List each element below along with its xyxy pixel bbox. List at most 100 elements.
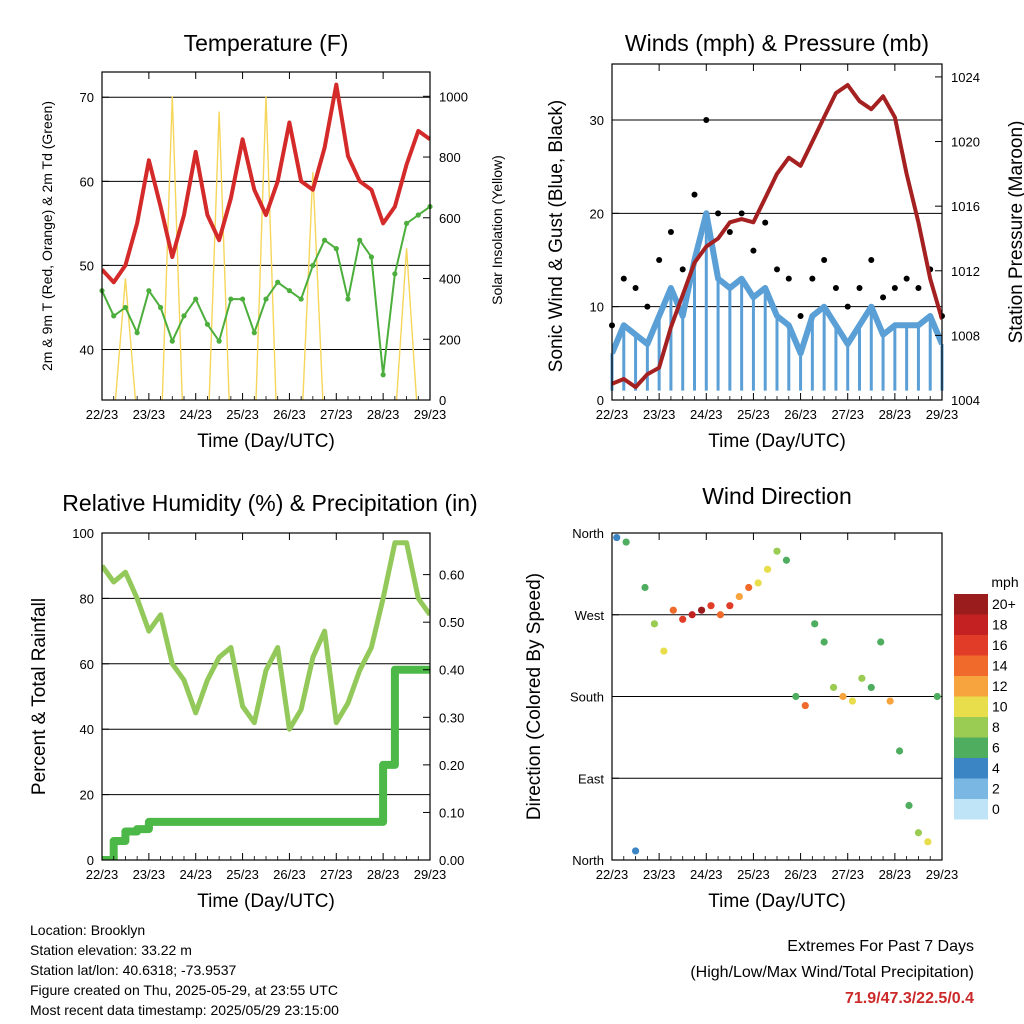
legend-label: 18 [992, 617, 1008, 633]
winds-xtick-label: 28/23 [879, 407, 912, 422]
humidity-ytick-label: 60 [80, 657, 94, 672]
direction-xtick-label: 27/23 [831, 867, 864, 882]
direction-point [792, 692, 800, 701]
humidity-xlabel: Time (Day/UTC) [197, 891, 335, 912]
gust-point [679, 266, 686, 273]
station-latlon: Station lat/lon: 40.6318; -73.9537 [30, 962, 237, 978]
direction-point [858, 674, 866, 682]
humidity-xtick-label: 29/23 [414, 867, 447, 882]
gust-point [620, 275, 627, 282]
direction-point [613, 533, 621, 542]
winds-title: Winds (mph) & Pressure (mb) [625, 30, 929, 56]
direction-ytick-label: East [578, 771, 604, 786]
solar-spike [255, 96, 277, 400]
winds-xtick-label: 29/23 [926, 407, 959, 422]
temperature-xtick-label: 29/23 [414, 407, 447, 422]
direction-point [650, 620, 659, 628]
legend-label: 10 [992, 699, 1008, 715]
winds-ytick-right-label: 1004 [951, 393, 980, 408]
legend-label: 0 [992, 801, 1000, 817]
gust-point [891, 285, 898, 291]
temperature-ytick-label: 70 [80, 90, 94, 105]
gust-point [750, 247, 757, 254]
direction-point [622, 538, 630, 546]
direction-point [707, 602, 715, 610]
gust-point [762, 219, 769, 226]
humidity-ylabel-left: Percent & Total Rainfall [29, 598, 50, 795]
temperature-xtick-label: 24/23 [179, 407, 212, 422]
gust-point [880, 294, 887, 301]
temperature-title: Temperature (F) [184, 30, 349, 56]
direction-point [811, 620, 819, 628]
legend-label: 6 [992, 740, 1000, 756]
winds-ytick-label: 30 [590, 113, 604, 128]
direction-point [641, 583, 649, 592]
direction-point [669, 606, 677, 614]
humidity-xtick-label: 24/23 [179, 867, 212, 882]
extremes-title: Extremes For Past 7 Days [787, 938, 974, 955]
legend-label: 12 [992, 678, 1008, 694]
winds-ytick-right-label: 1012 [951, 264, 980, 279]
direction-xtick-label: 24/23 [690, 867, 723, 882]
winds-xlabel: Time (Day/UTC) [708, 431, 846, 452]
gust-point [774, 266, 780, 273]
direction-panel: 22/23 23/23 24/23 25/23 26/23 27/23 28/23 29/23… [524, 483, 1019, 912]
legend-swatch [954, 594, 988, 615]
direction-ytick-label: South [570, 690, 604, 705]
humidity-xtick-label: 23/23 [133, 867, 166, 882]
station-location: Location: Brooklyn [30, 922, 146, 938]
temperature-xtick-label: 23/23 [133, 407, 166, 422]
direction-ytick-label: West [575, 608, 605, 623]
direction-point [754, 579, 762, 587]
direction-xtick-label: 22/23 [596, 867, 629, 882]
direction-point [697, 606, 706, 614]
direction-point [679, 615, 687, 623]
humidity-ytick-label: 40 [80, 722, 94, 737]
winds-xtick-label: 24/23 [690, 407, 723, 422]
direction-point [745, 583, 753, 592]
legend-label: 20+ [992, 596, 1016, 612]
direction-ytick-label: North [572, 853, 604, 868]
direction-point [848, 697, 857, 705]
temperature-ytick-right-label: 400 [439, 272, 461, 287]
gust-point [715, 210, 722, 217]
humidity-ytick-right-label: 0.20 [439, 758, 464, 773]
temperature-ytick-right-label: 1000 [439, 89, 468, 104]
humidity-ytick-label: 20 [80, 788, 94, 803]
humidity-xtick-label: 27/23 [320, 867, 353, 882]
winds-ytick-right-label: 1024 [951, 70, 980, 85]
direction-point [726, 602, 734, 610]
temperature-ylabel-right: Solar Insolation (Yellow) [489, 155, 505, 305]
direction-ylabel-left: Direction (Colored By Speed) [524, 573, 545, 820]
temperature-xtick-label: 25/23 [226, 407, 259, 422]
gust-point [844, 303, 851, 310]
direction-point [631, 847, 640, 855]
humidity-xtick-label: 28/23 [367, 867, 400, 882]
direction-point [829, 683, 838, 692]
legend-label: 14 [992, 658, 1008, 674]
winds-xtick-label: 27/23 [831, 407, 864, 422]
humidity-ytick-label: 80 [80, 591, 94, 606]
winds-ytick-label: 0 [597, 393, 604, 408]
temperature-xlabel: Time (Day/UTC) [197, 431, 335, 452]
gust-point [785, 275, 792, 282]
direction-point [886, 697, 894, 705]
winds-panel: 22/23 23/23 24/23 25/23 26/23 27/23 28/23 29/23… [546, 30, 1024, 452]
temperature-ytick-right-label: 600 [439, 211, 461, 226]
temperature-ylabel-left: 2m & 9m T (Red, Orange) & 2m Td (Green) [39, 101, 55, 371]
temperature-ytick-right-label: 200 [439, 332, 461, 347]
direction-point [877, 638, 885, 646]
humidity-ytick-label: 100 [72, 526, 94, 541]
humidity-ytick-right-label: 0.10 [439, 805, 464, 820]
direction-xtick-label: 25/23 [737, 867, 770, 882]
humidity-ytick-right-label: 0.00 [439, 853, 464, 868]
legend-swatch [954, 737, 988, 758]
humidity-ytick-right-label: 0.60 [439, 568, 464, 583]
direction-xlabel: Time (Day/UTC) [708, 891, 846, 912]
direction-xtick-label: 28/23 [879, 867, 912, 882]
wind-line [612, 210, 942, 357]
direction-point [801, 701, 809, 710]
humidity-ytick-right-label: 0.30 [439, 710, 464, 725]
gust-point [632, 285, 639, 291]
solar-spike [395, 248, 418, 400]
